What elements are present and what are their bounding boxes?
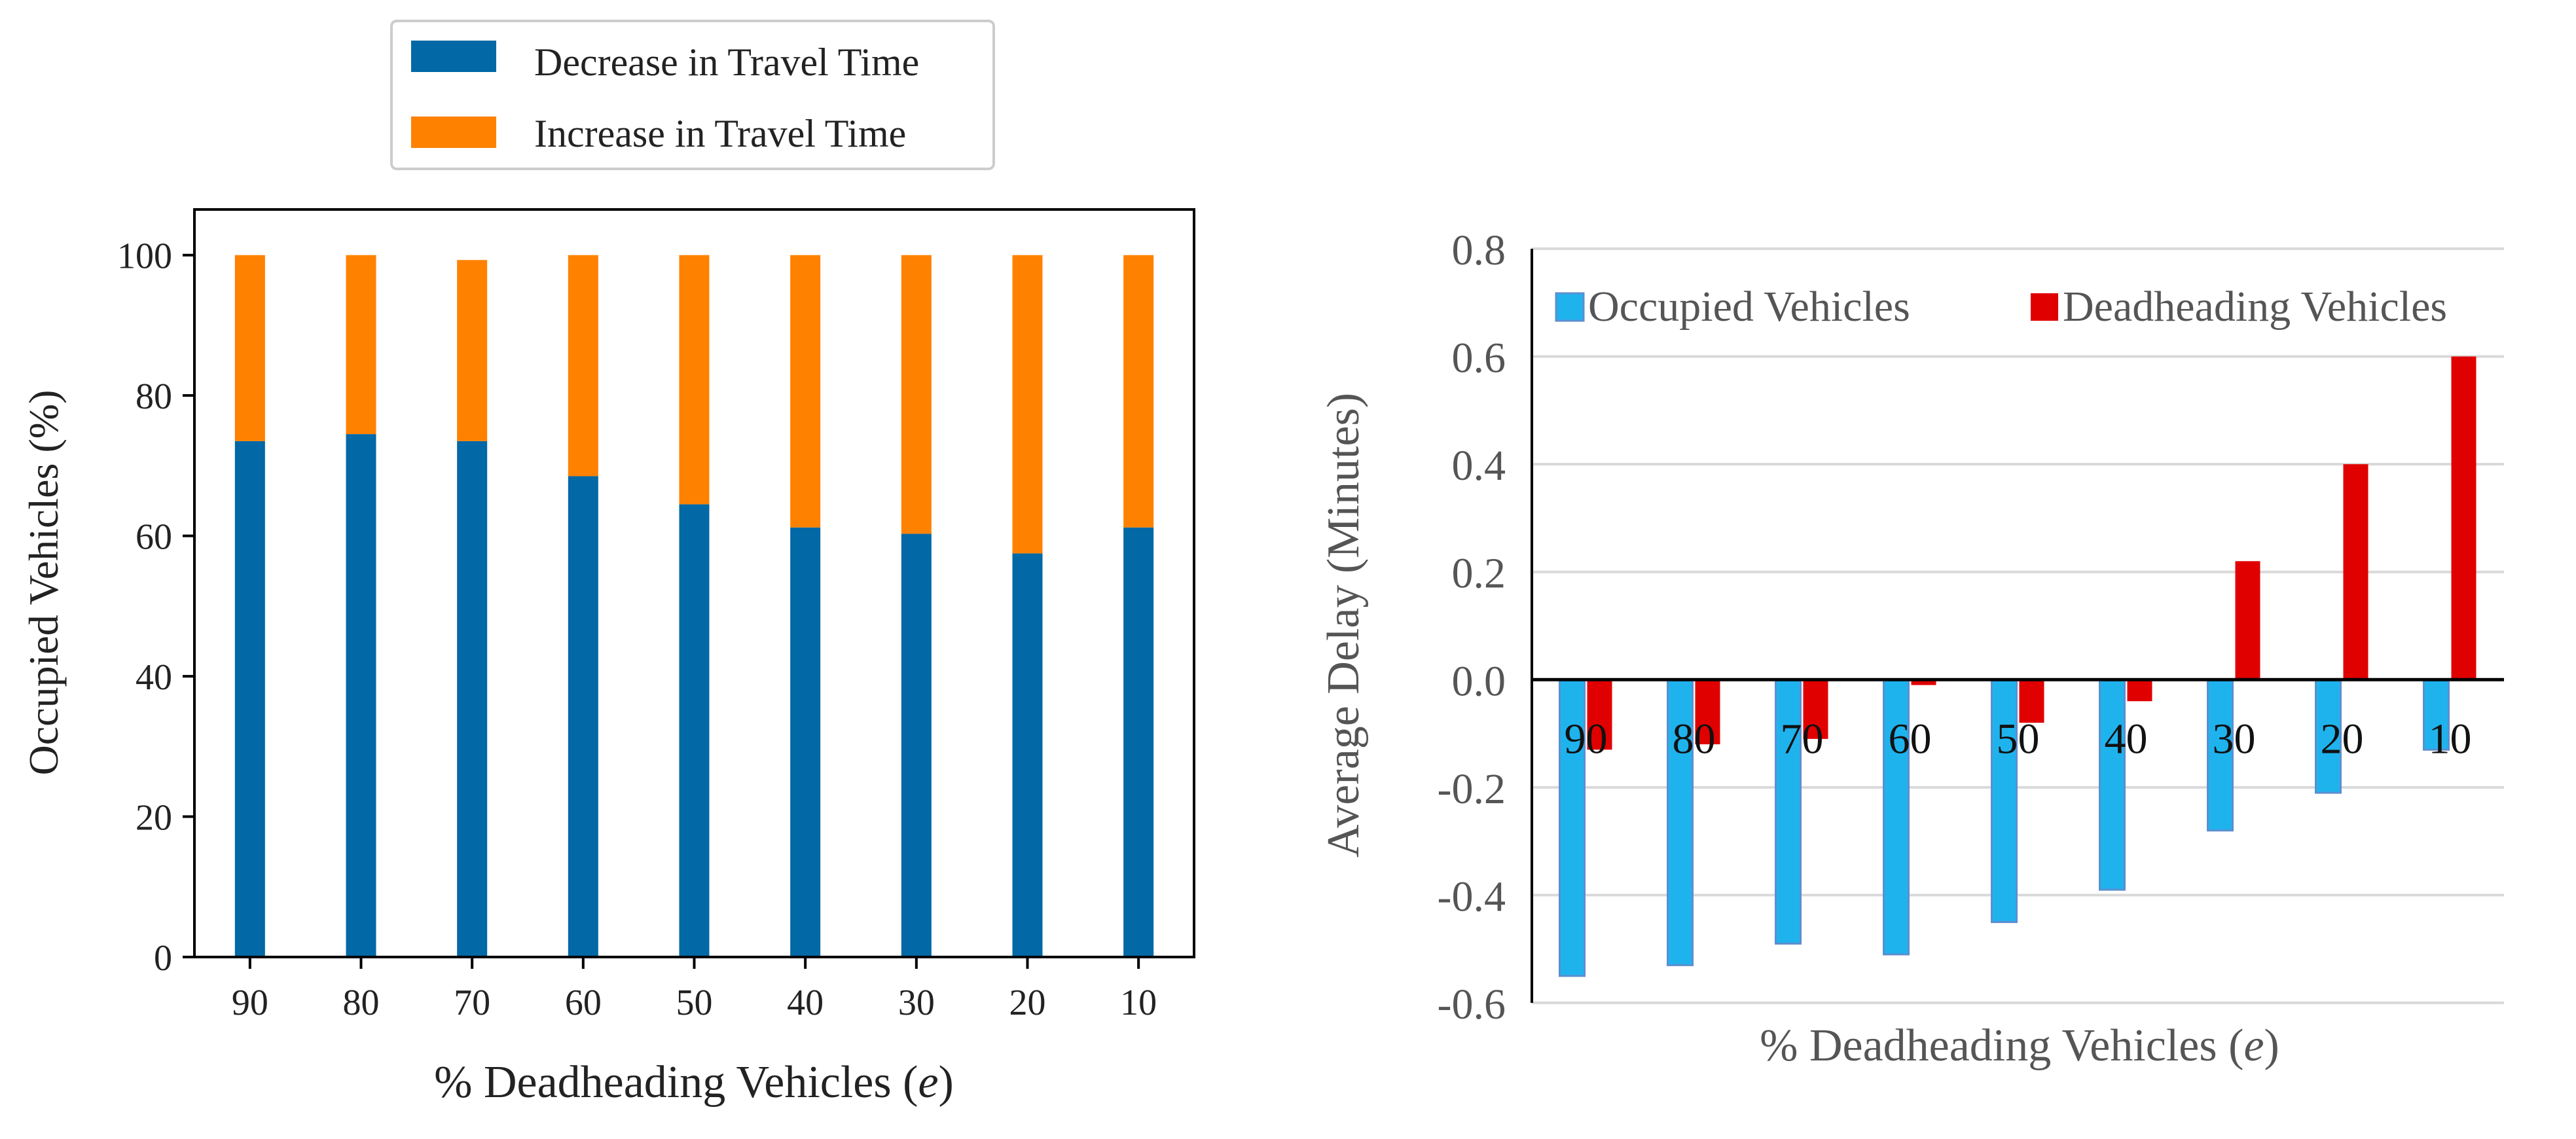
left-bar-decrease-40 — [790, 527, 821, 957]
left-bar-increase-60 — [568, 255, 598, 477]
left-x-tick-label: 90 — [232, 983, 268, 1023]
right-chart: -0.6 -0.4 -0.2 0.0 0.2 0.4 0.6 0.8 90 80 70 60 50 40… — [1318, 226, 2504, 1071]
left-bar-decrease-80 — [346, 434, 376, 957]
right-x-axis-label: % Deadheading Vehicles (e) — [1760, 1021, 2279, 1071]
right-bar-deadheading-30 — [2235, 561, 2260, 680]
left-bar-increase-50 — [679, 255, 710, 505]
left-y-tick-label: 80 — [136, 376, 172, 417]
left-y-tick-label: 20 — [136, 798, 172, 839]
left-bar-increase-70 — [457, 260, 488, 441]
left-bar-increase-80 — [346, 255, 376, 435]
legend-swatch-occupied — [1555, 292, 1585, 322]
right-x-tick-label: 10 — [2429, 715, 2472, 763]
right-bar-occupied-10 — [2423, 678, 2450, 751]
right-x-axis-label-main: % Deadheading Vehicles ( — [1760, 1021, 2243, 1071]
right-bar-deadheading-80 — [1695, 679, 1720, 745]
left-y-tick-label: 40 — [136, 657, 172, 698]
left-bar-decrease-70 — [457, 441, 488, 957]
left-x-tick-label: 80 — [343, 983, 380, 1023]
right-x-tick-label: 80 — [1673, 715, 1716, 763]
left-x-ticks: 90 80 70 60 50 40 30 20 10 — [232, 957, 1157, 1023]
left-x-tick-label: 60 — [565, 983, 602, 1023]
left-bar-increase-10 — [1123, 255, 1154, 528]
left-y-tick-label: 60 — [136, 517, 172, 558]
right-x-tick-label: 60 — [1889, 715, 1932, 763]
right-y-tick-label: 0.2 — [1452, 550, 1506, 598]
right-bar-occupied-50 — [1991, 678, 2018, 924]
right-y-tick-label: -0.2 — [1438, 765, 1506, 813]
left-bar-increase-40 — [790, 255, 821, 528]
left-y-ticks: 0 20 40 60 80 100 — [117, 236, 194, 979]
right-x-tick-label: 90 — [1565, 715, 1608, 763]
left-bar-decrease-60 — [568, 476, 598, 957]
left-bars — [234, 255, 1154, 957]
right-bar-deadheading-20 — [2343, 464, 2368, 680]
left-bar-decrease-90 — [234, 441, 265, 957]
left-bar-increase-20 — [1012, 255, 1043, 554]
left-x-tick-label: 20 — [1009, 983, 1046, 1023]
left-x-tick-label: 70 — [454, 983, 490, 1023]
left-bar-decrease-10 — [1123, 527, 1154, 957]
right-y-tick-label: 0.0 — [1452, 657, 1506, 705]
right-x-tick-label: 50 — [1997, 715, 2040, 763]
left-y-tick-label: 100 — [117, 236, 172, 277]
legend-label-decrease: Decrease in Travel Time — [534, 41, 919, 84]
right-bars — [1559, 356, 2476, 977]
left-bar-decrease-20 — [1012, 553, 1043, 957]
legend-label-deadheading: Deadheading Vehicles — [2063, 283, 2447, 331]
right-bar-occupied-80 — [1667, 678, 1694, 966]
left-bar-decrease-50 — [679, 504, 710, 957]
right-y-tick-label: -0.6 — [1438, 981, 1506, 1028]
right-bar-deadheading-10 — [2451, 356, 2476, 680]
legend-label-occupied: Occupied Vehicles — [1588, 283, 1910, 331]
right-y-tick-label: -0.4 — [1438, 873, 1506, 920]
left-legend-box — [390, 20, 995, 170]
right-y-ticks: -0.6 -0.4 -0.2 0.0 0.2 0.4 0.6 0.8 — [1438, 226, 1506, 1028]
left-x-tick-label: 50 — [676, 983, 713, 1023]
right-bar-deadheading-50 — [2019, 679, 2044, 723]
right-bar-occupied-40 — [2099, 678, 2126, 891]
right-x-tick-label: 70 — [1781, 715, 1824, 763]
right-x-axis-label-end: ) — [2264, 1021, 2279, 1071]
left-x-axis-label: % Deadheading Vehicles (e) — [434, 1057, 954, 1108]
left-chart: Decrease in Travel Time Increase in Trav… — [20, 20, 1195, 1108]
right-bar-deadheading-70 — [1803, 679, 1828, 739]
left-legend: Decrease in Travel Time Increase in Trav… — [390, 20, 995, 170]
left-x-axis-label-main: % Deadheading Vehicles ( — [434, 1057, 918, 1108]
left-y-axis-label: Occupied Vehicles (%) — [20, 390, 67, 776]
right-x-ticks: 90 80 70 60 50 40 30 20 10 — [1565, 715, 2472, 763]
right-x-tick-label: 30 — [2213, 715, 2256, 763]
right-y-tick-label: 0.8 — [1452, 226, 1506, 274]
legend-swatch-decrease — [411, 41, 496, 72]
right-y-axis-label: Average Delay (Minutes) — [1318, 393, 1369, 858]
right-x-tick-label: 20 — [2321, 715, 2364, 763]
left-bar-decrease-30 — [901, 533, 932, 957]
right-bar-deadheading-60 — [1911, 679, 1936, 685]
right-bar-deadheading-40 — [2127, 679, 2152, 702]
left-bar-increase-30 — [901, 255, 932, 534]
right-y-tick-label: 0.4 — [1452, 442, 1506, 490]
right-x-tick-label: 40 — [2105, 715, 2148, 763]
left-x-tick-label: 30 — [898, 983, 935, 1023]
left-x-axis-label-var: e — [918, 1057, 938, 1108]
right-bar-occupied-20 — [2315, 678, 2342, 794]
left-x-tick-label: 40 — [787, 983, 824, 1023]
right-bar-deadheading-90 — [1587, 679, 1612, 750]
legend-swatch-deadheading — [2031, 293, 2058, 321]
right-gridlines — [1532, 247, 2504, 1004]
left-bar-increase-90 — [234, 255, 265, 441]
legend-label-increase: Increase in Travel Time — [534, 112, 906, 155]
legend-swatch-increase — [411, 117, 496, 148]
right-x-axis-label-var: e — [2243, 1021, 2264, 1071]
right-y-tick-label: 0.6 — [1452, 334, 1506, 382]
right-legend: Occupied Vehicles Deadheading Vehicles — [1555, 283, 2447, 331]
left-y-tick-label: 0 — [154, 938, 172, 979]
left-x-axis-label-end: ) — [939, 1057, 954, 1108]
left-x-tick-label: 10 — [1120, 983, 1157, 1023]
